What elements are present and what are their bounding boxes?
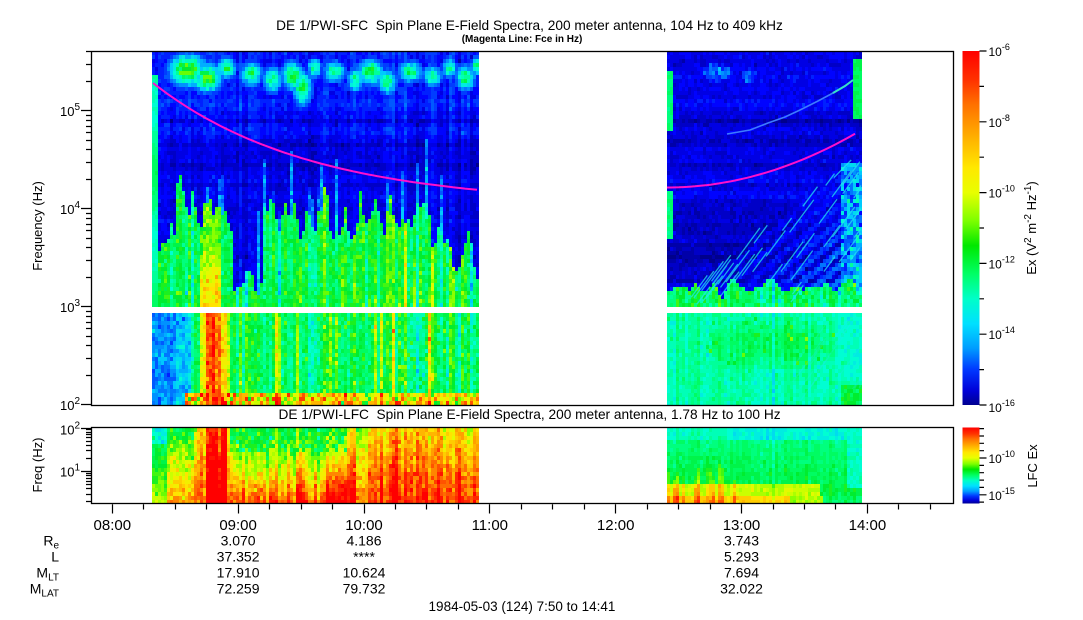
svg-text:(Magenta Line: Fce in Hz): (Magenta Line: Fce in Hz) xyxy=(462,34,583,45)
svg-text:37.352: 37.352 xyxy=(217,549,260,565)
svg-text:10:00: 10:00 xyxy=(345,517,383,534)
svg-text:LFC Ex: LFC Ex xyxy=(1025,444,1040,488)
svg-text:08:00: 08:00 xyxy=(94,517,132,534)
svg-text:3.743: 3.743 xyxy=(724,533,759,549)
svg-text:12:00: 12:00 xyxy=(597,517,635,534)
svg-text:72.259: 72.259 xyxy=(217,581,260,597)
svg-text:1984-05-03 (124) 7:50 to 14:41: 1984-05-03 (124) 7:50 to 14:41 xyxy=(429,599,616,614)
svg-text:DE 1/PWI-SFC Spin Plane E-Fie: DE 1/PWI-SFC Spin Plane E-Field Spectra,… xyxy=(276,18,783,33)
svg-text:Frequency (Hz): Frequency (Hz) xyxy=(30,181,45,271)
svg-text:09:00: 09:00 xyxy=(219,517,257,534)
svg-text:7.694: 7.694 xyxy=(724,565,759,581)
svg-text:13:00: 13:00 xyxy=(723,517,761,534)
svg-text:4.186: 4.186 xyxy=(346,533,381,549)
svg-text:Ex (V2 m-2 Hz-1): Ex (V2 m-2 Hz-1) xyxy=(1023,181,1039,274)
svg-text:10.624: 10.624 xyxy=(343,565,386,581)
svg-text:3.070: 3.070 xyxy=(221,533,256,549)
svg-text:L: L xyxy=(51,549,59,565)
svg-text:Freq (Hz): Freq (Hz) xyxy=(30,438,45,493)
svg-text:11:00: 11:00 xyxy=(472,517,508,534)
svg-text:79.732: 79.732 xyxy=(343,581,386,597)
svg-text:14:00: 14:00 xyxy=(849,517,887,534)
svg-text:****: **** xyxy=(353,549,375,565)
svg-text:5.293: 5.293 xyxy=(724,549,759,565)
svg-text:32.022: 32.022 xyxy=(720,581,763,597)
svg-text:17.910: 17.910 xyxy=(217,565,260,581)
svg-text:DE 1/PWI-LFC Spin Plane E-Fie: DE 1/PWI-LFC Spin Plane E-Field Spectra,… xyxy=(278,407,780,422)
